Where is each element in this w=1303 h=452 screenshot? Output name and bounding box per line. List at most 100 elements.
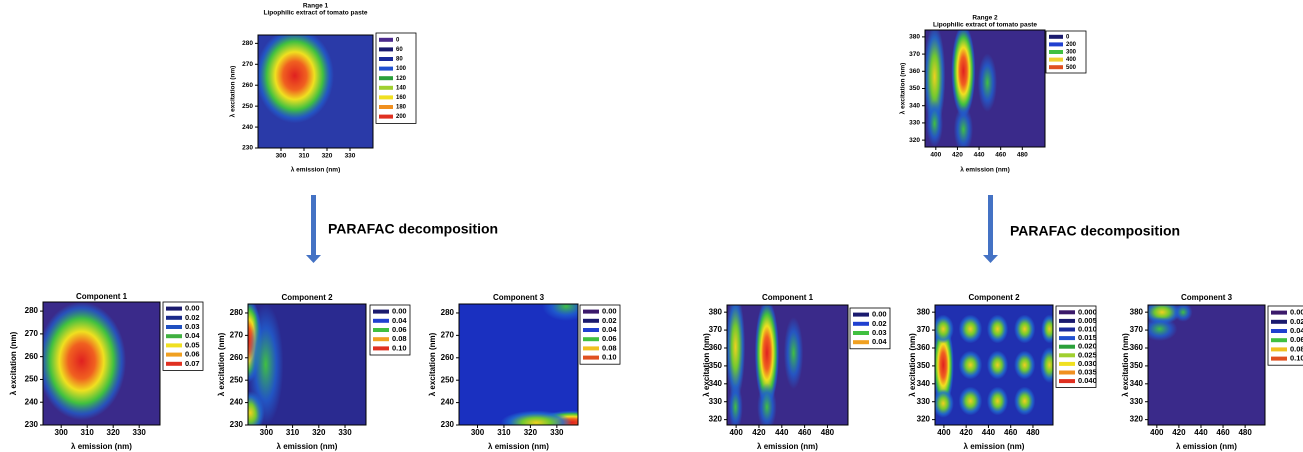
legend-label: 0.08	[602, 343, 617, 352]
y-tick-label: 340	[909, 102, 920, 109]
chart-title: Component 3	[493, 293, 545, 302]
y-tick-label: 230	[25, 420, 39, 429]
legend-label: 0.00	[392, 307, 407, 316]
contour-region	[1014, 350, 1036, 380]
plot-frame	[257, 34, 374, 149]
legend-label: 180	[396, 105, 407, 111]
legend-label: 0.02	[872, 319, 887, 328]
contour-region	[757, 383, 777, 425]
x-tick-label: 310	[299, 153, 310, 160]
y-tick-label: 320	[909, 137, 920, 144]
y-tick-label: 270	[25, 329, 39, 338]
x-tick-label: 400	[930, 152, 941, 159]
legend-label: 400	[1066, 57, 1077, 63]
legend-label: 160	[396, 95, 407, 101]
contour-region	[1041, 314, 1053, 344]
x-tick-label: 460	[1004, 428, 1018, 437]
y-axis-label: λ excitation (nm)	[908, 333, 917, 397]
y-axis-label: λ excitation (nm)	[217, 332, 226, 396]
contour-region	[258, 35, 334, 124]
plot-frame	[726, 304, 849, 426]
y-tick-label: 320	[709, 415, 723, 424]
contour-region	[728, 383, 743, 425]
legend-swatch	[1059, 353, 1075, 358]
panel: Component 1 300 310 320 330 230 240 250 260 270 28…	[9, 292, 204, 451]
plot-frame	[934, 304, 1054, 426]
chart-title: Component 1	[76, 292, 128, 301]
legend-label: 0.04	[602, 325, 617, 334]
y-tick-label: 360	[909, 68, 920, 75]
y-tick-label: 260	[230, 353, 244, 362]
legend-label: 0.04	[1290, 326, 1303, 335]
y-tick-label: 250	[230, 375, 244, 384]
legend-swatch	[1271, 338, 1287, 343]
legend-swatch	[1271, 310, 1287, 315]
legend-swatch	[373, 337, 389, 342]
y-axis-label: λ excitation (nm)	[702, 333, 711, 397]
contour-region	[958, 350, 983, 380]
legend-swatch	[379, 47, 393, 52]
contour-region	[500, 410, 573, 425]
y-tick-label: 350	[709, 361, 723, 370]
contour-region	[935, 323, 954, 407]
x-axis-label: λ emission (nm)	[757, 442, 818, 451]
y-tick-label: 330	[917, 397, 931, 406]
contour-region	[986, 350, 1009, 380]
x-tick-label: 300	[276, 153, 287, 160]
legend-swatch	[1059, 318, 1075, 323]
y-tick-label: 280	[441, 308, 455, 317]
legend-box	[579, 304, 621, 365]
contour-field	[258, 35, 373, 148]
contour-region	[43, 302, 127, 421]
legend-label: 0.06	[392, 325, 407, 334]
contour-region	[953, 106, 973, 147]
legend-label: 0.08	[1290, 344, 1303, 353]
x-tick-label: 460	[1216, 428, 1230, 437]
contour-region	[935, 389, 954, 418]
legend-label: 0.010	[1078, 324, 1097, 333]
legend-swatch	[583, 346, 599, 351]
legend-label: 0.020	[1078, 342, 1097, 351]
y-tick-label: 230	[242, 145, 253, 152]
y-tick-label: 230	[441, 420, 455, 429]
legend-swatch	[373, 309, 389, 314]
y-axis-label: λ excitation (nm)	[9, 331, 18, 395]
y-tick-label: 250	[441, 375, 455, 384]
legend-swatch	[166, 352, 182, 357]
contour-region	[542, 304, 578, 321]
y-tick-label: 380	[917, 307, 931, 316]
plot-background	[459, 304, 578, 425]
legend-swatch	[1271, 347, 1287, 352]
chart-title: Component 2	[281, 293, 333, 302]
legend-swatch	[1059, 361, 1075, 366]
legend-swatch	[1059, 336, 1075, 341]
legend-swatch	[1049, 57, 1063, 62]
legend-swatch	[379, 76, 393, 81]
y-tick-label: 280	[25, 306, 39, 315]
legend-box	[1267, 305, 1303, 366]
chart-title: Component 1	[762, 293, 814, 302]
x-axis-label: λ emission (nm)	[960, 166, 1009, 174]
contour-field	[1148, 305, 1265, 425]
legend-swatch	[166, 334, 182, 339]
legend-swatch	[379, 105, 393, 109]
x-tick-label: 480	[1017, 152, 1028, 159]
y-tick-label: 330	[1130, 397, 1144, 406]
y-tick-label: 270	[242, 61, 253, 68]
panel: Component 2 300 310 320 330 230 240 250 260 270 28…	[217, 293, 411, 451]
panel: Component 3 300 310 320 330 230 240 250 260 270 28…	[428, 293, 621, 451]
legend-label: 0.00	[872, 310, 887, 319]
legend-label: 0.04	[392, 316, 407, 325]
legend-swatch	[1271, 319, 1287, 324]
legend-label: 0.10	[602, 353, 617, 362]
y-tick-label: 260	[25, 352, 39, 361]
legend-swatch	[583, 337, 599, 342]
y-tick-label: 240	[242, 124, 253, 131]
legend-label: 0	[396, 37, 400, 43]
y-axis-label: λ excitation (nm)	[899, 63, 907, 115]
legend-label: 60	[396, 47, 403, 53]
legend-label: 0.015	[1078, 333, 1097, 342]
legend-label: 0.08	[392, 334, 407, 343]
plot-frame	[42, 301, 161, 426]
